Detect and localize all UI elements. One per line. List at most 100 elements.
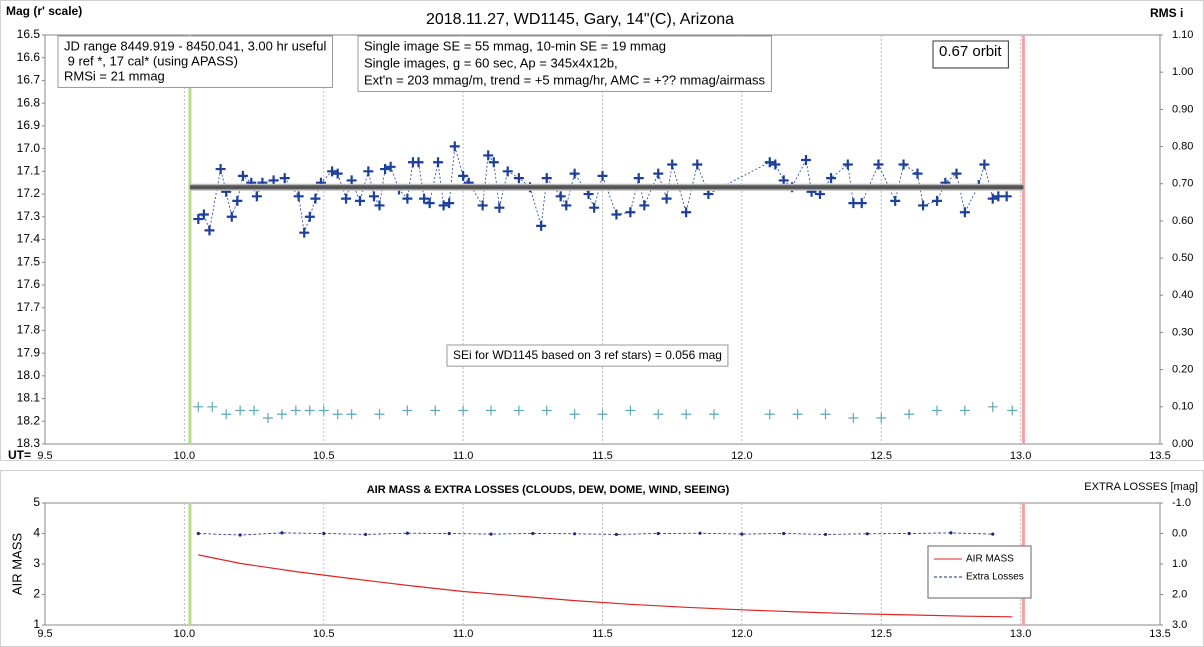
point (237, 170, 248, 181)
point (198, 209, 209, 220)
x-tick-label: 11.0 (453, 450, 474, 462)
point (583, 189, 594, 200)
point (424, 198, 435, 209)
annotation: 0.67 orbit (932, 40, 1009, 69)
y2-tick-label: 0.60 (1172, 215, 1193, 227)
point (346, 409, 357, 420)
point (979, 159, 990, 170)
point (541, 173, 552, 184)
point (449, 141, 460, 152)
y2-tick-label: 0.20 (1172, 364, 1193, 376)
x-tick-label: 10.0 (174, 628, 195, 640)
point (318, 405, 329, 416)
point (764, 409, 775, 420)
y-axis-label: Mag (r' scale) (6, 4, 82, 18)
point (444, 198, 455, 209)
point (611, 209, 622, 220)
y2-tick-label: 3.0 (1172, 619, 1187, 631)
annotation: JD range 8449.919 - 8450.041, 3.00 hr us… (57, 35, 333, 88)
point (204, 225, 215, 236)
point (782, 531, 786, 536)
point (433, 157, 444, 168)
point (633, 173, 644, 184)
annotation-box (357, 35, 772, 92)
point (639, 200, 650, 211)
point (848, 198, 859, 209)
y2-axis-label: EXTRA LOSSES [mag] (1084, 481, 1198, 493)
point (856, 198, 867, 209)
y2-tick-label: 0.40 (1172, 289, 1193, 301)
point (280, 531, 284, 535)
legend-label: AIR MASS (966, 554, 1014, 565)
y-tick-label: 17.3 (17, 209, 41, 223)
point (483, 150, 494, 161)
y2-axis-label: RMS i (1150, 6, 1183, 20)
point (494, 202, 505, 213)
point (249, 405, 260, 416)
y-tick-label: 16.8 (17, 95, 41, 109)
point (430, 405, 441, 416)
point (667, 159, 678, 170)
point (991, 532, 995, 536)
y2-tick-label: 0.30 (1172, 326, 1193, 338)
y2-tick-label: 0.90 (1172, 103, 1193, 115)
y-tick-label: 18.3 (17, 436, 41, 450)
y-tick-label: 17.1 (17, 164, 41, 178)
point (413, 157, 424, 168)
point (661, 193, 672, 204)
point (327, 166, 338, 177)
point (489, 532, 493, 536)
point (368, 191, 379, 202)
point (419, 193, 430, 204)
y-tick-label: 3 (33, 556, 40, 570)
point (993, 191, 1004, 202)
point (385, 161, 396, 172)
point (458, 170, 469, 181)
y-tick-label: 16.9 (17, 118, 41, 132)
y2-tick-label: 0.50 (1172, 252, 1193, 264)
chart-title: 2018.11.27, WD1145, Gary, 14"(C), Arizon… (426, 11, 734, 28)
point (653, 168, 664, 179)
annotation-text: Single images, g = 60 sec, Ap = 345x4x12… (364, 55, 618, 70)
point (232, 195, 243, 206)
y2-tick-label: 1.00 (1172, 66, 1193, 78)
point (477, 200, 488, 211)
point (332, 168, 343, 179)
y2-tick-label: 0.80 (1172, 140, 1193, 152)
x-tick-label: 11.0 (453, 628, 474, 640)
point (709, 409, 719, 420)
y2-tick-label: 1.10 (1172, 29, 1193, 41)
point (814, 189, 825, 200)
point (513, 173, 524, 184)
chart-title: AIR MASS & EXTRA LOSSES (CLOUDS, DEW, DO… (367, 484, 730, 496)
point (502, 166, 513, 177)
point (681, 207, 692, 218)
annotation-text: JD range 8449.919 - 8450.041, 3.00 hr us… (64, 38, 326, 53)
y-tick-label: 16.6 (17, 50, 41, 64)
y-tick-label: 17.5 (17, 254, 41, 268)
point (354, 195, 365, 206)
point (561, 200, 572, 211)
x-tick-label: 11.5 (592, 628, 613, 640)
point (310, 193, 321, 204)
point (486, 405, 496, 416)
point (770, 159, 781, 170)
y-tick-label: 4 (33, 526, 40, 540)
point (555, 191, 566, 202)
point (959, 405, 970, 416)
point (907, 531, 911, 536)
y-tick-label: 17.9 (17, 345, 41, 359)
point (959, 207, 970, 218)
point (363, 532, 368, 537)
point (625, 207, 636, 218)
y2-tick-label: 0.00 (1172, 438, 1193, 450)
point (226, 211, 237, 222)
point (876, 412, 887, 423)
point (848, 412, 859, 423)
point (513, 405, 524, 416)
annotation-text: Single image SE = 55 mmag, 10-min SE = 1… (364, 38, 666, 53)
x-tick-label: 11.5 (592, 450, 613, 462)
point (949, 531, 953, 535)
y-tick-label: 5 (33, 495, 40, 509)
y-tick-label: 17.4 (17, 232, 41, 246)
